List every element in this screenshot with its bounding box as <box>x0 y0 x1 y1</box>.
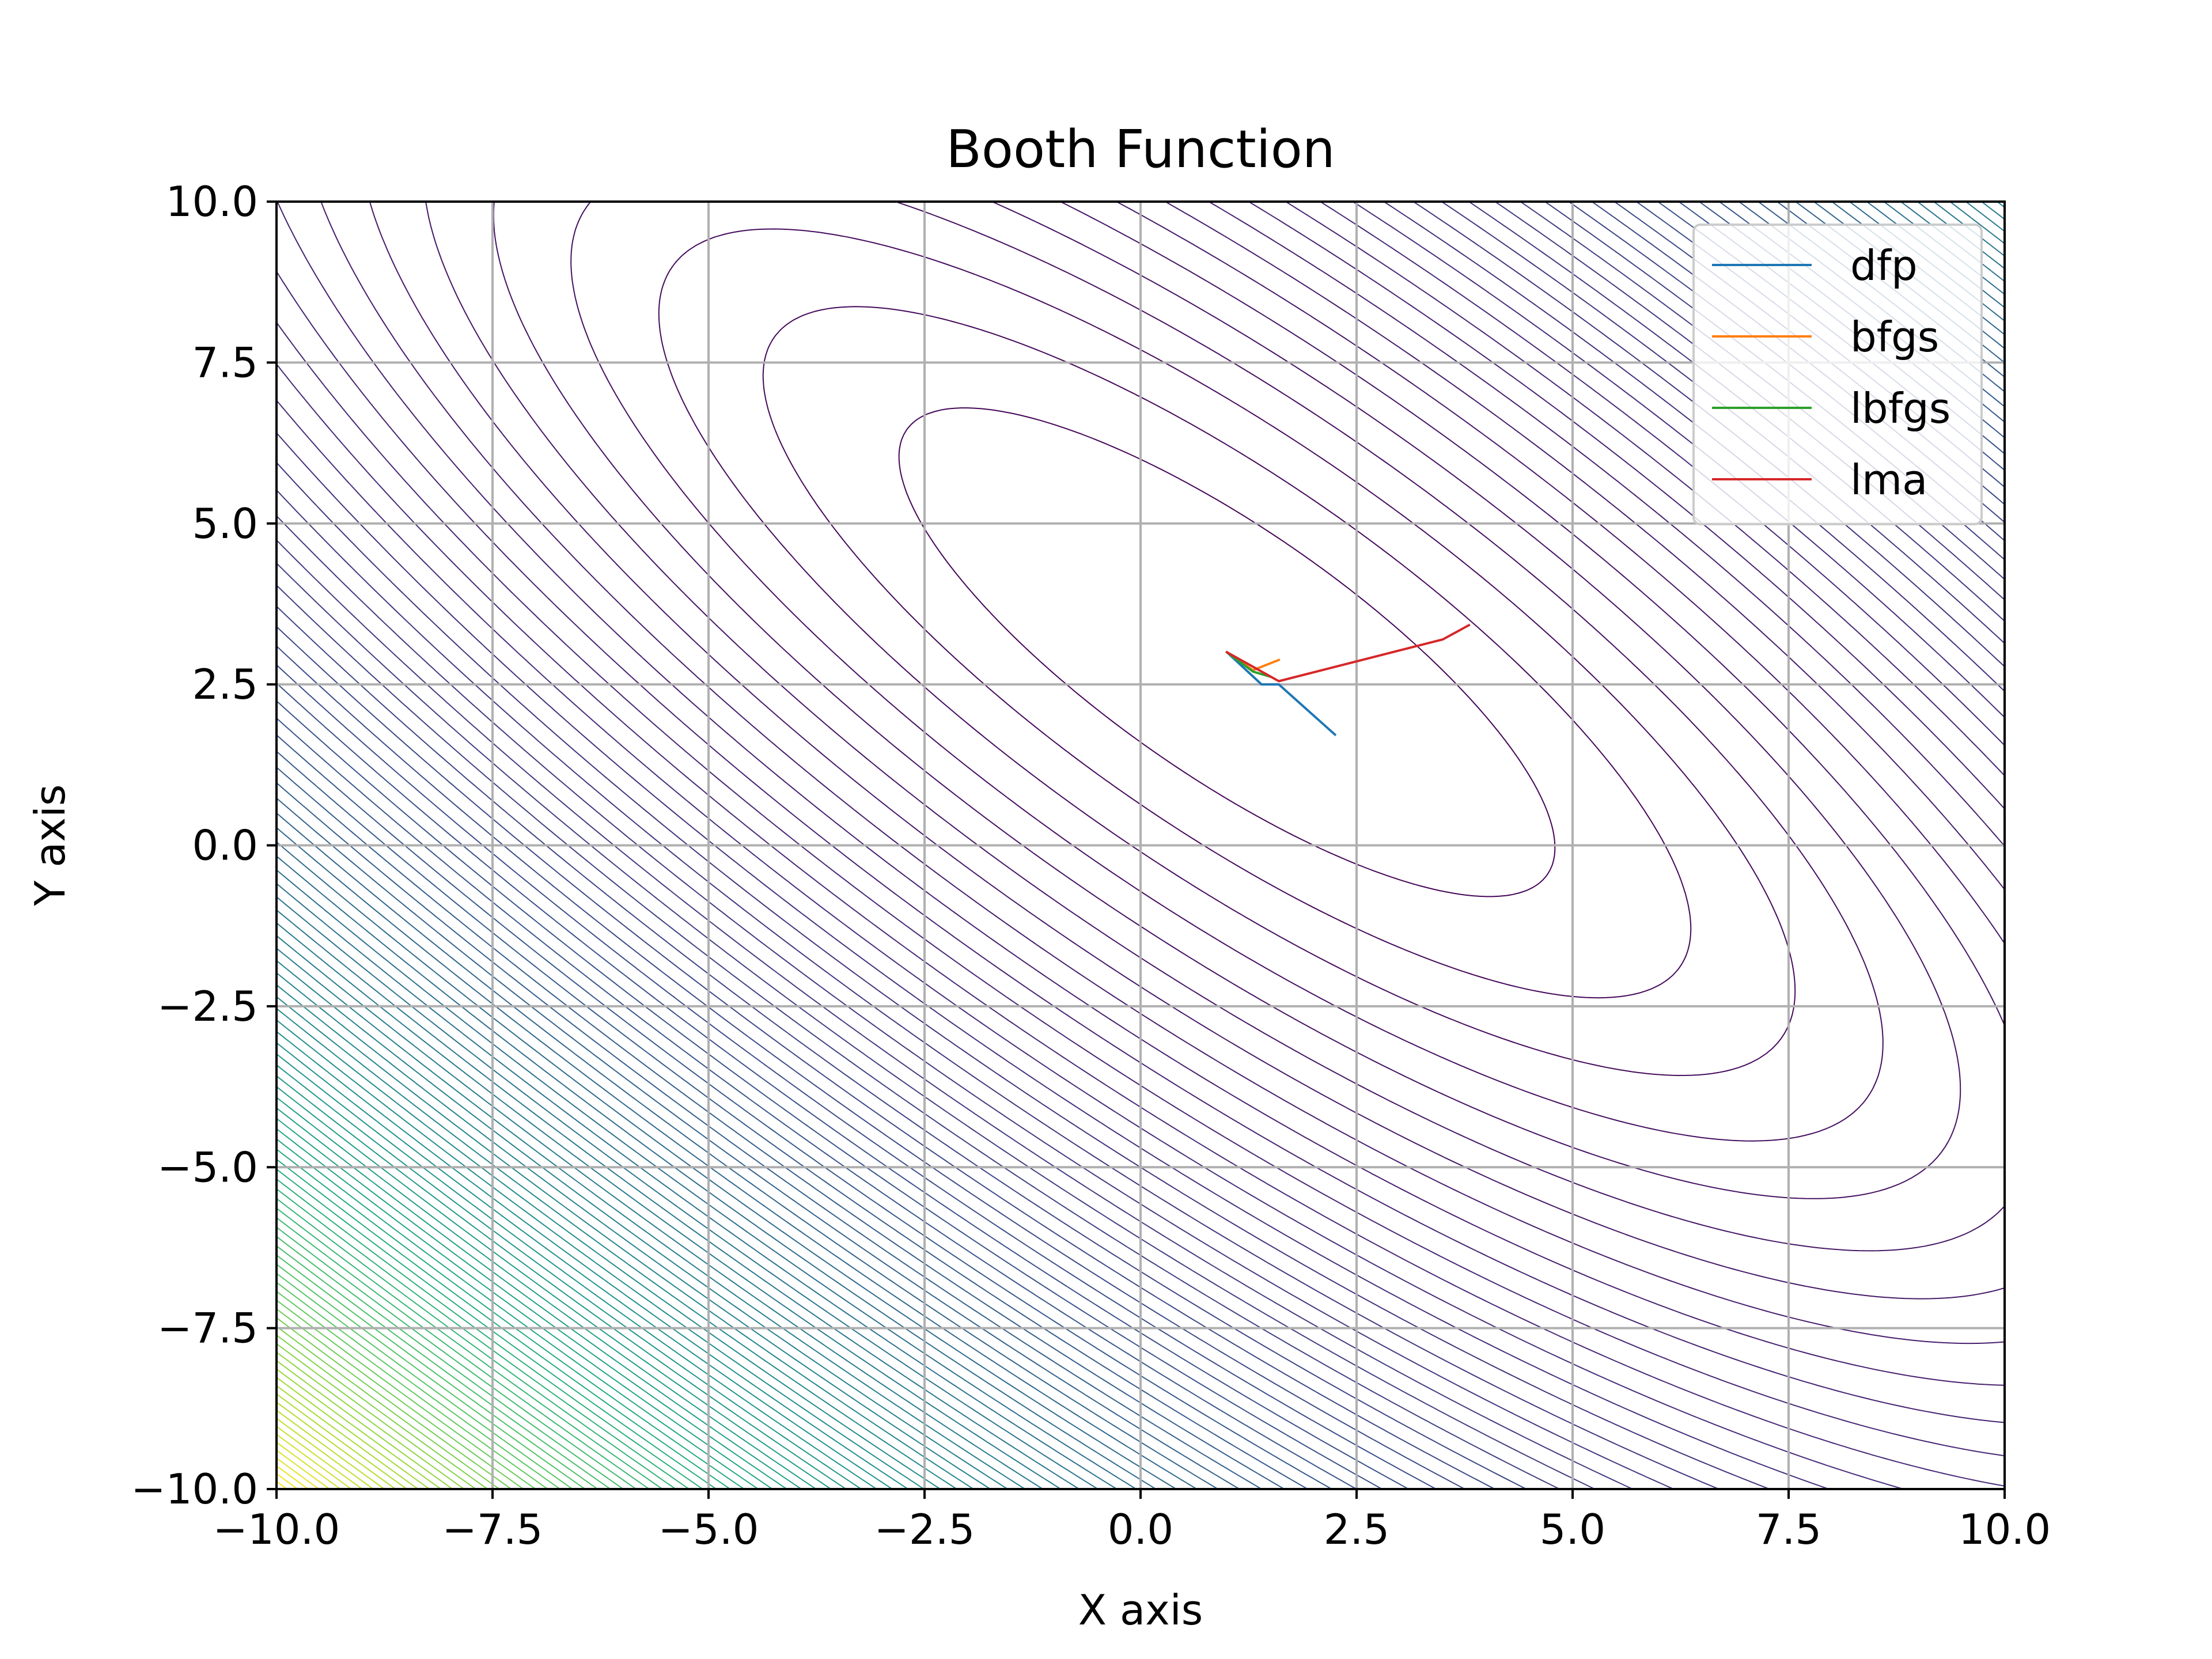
contour-line <box>276 1290 548 1489</box>
y-tick-label: −7.5 <box>157 1304 258 1353</box>
y-tick-label: −10.0 <box>131 1465 258 1513</box>
contour-line <box>276 202 2005 1489</box>
contour-line <box>276 1442 341 1489</box>
contour-line <box>276 1426 363 1489</box>
contour-line <box>276 972 991 1489</box>
contour-line <box>276 1410 385 1489</box>
contour-line <box>276 1402 396 1489</box>
x-tick-label: −2.5 <box>874 1505 975 1554</box>
x-tick-label: 7.5 <box>1756 1505 1822 1554</box>
contour-line <box>276 1317 512 1489</box>
contour-line <box>276 1042 893 1489</box>
legend-label-bfgs: bfgs <box>1850 313 1939 361</box>
contour-line <box>276 1168 717 1489</box>
x-tick-label: 0.0 <box>1108 1505 1174 1554</box>
contour-line <box>276 1343 476 1489</box>
contour-line <box>276 1149 745 1489</box>
contour-line <box>762 306 1692 999</box>
x-ticks: −10.0 −7.5 −5.0 −2.5 0.0 2.5 5.0 7.5 10.0 <box>213 1489 2051 1554</box>
contour-line <box>493 202 1961 1199</box>
contour-line <box>276 1031 909 1489</box>
series-line-lbfgs <box>1225 650 1272 679</box>
contour-line <box>276 1325 500 1489</box>
legend-box <box>1692 224 1983 525</box>
contour-line <box>276 1418 374 1489</box>
contour-line <box>276 202 2005 1489</box>
contour-line <box>276 1053 877 1489</box>
contour-line <box>276 202 2005 1489</box>
contour-line <box>276 1236 624 1489</box>
contour-line <box>570 202 1884 1142</box>
x-tick-label: 5.0 <box>1540 1505 1606 1554</box>
contour-line <box>276 1300 536 1489</box>
y-tick-label: −2.5 <box>157 982 258 1031</box>
contour-line <box>276 1393 407 1489</box>
legend-label-dfp: dfp <box>1850 241 1918 290</box>
y-tick-label: 0.0 <box>192 821 258 870</box>
contour-line <box>276 1086 832 1489</box>
contour-line <box>276 1368 441 1489</box>
series-line-lma <box>1225 623 1471 683</box>
contour-line <box>276 202 2005 1489</box>
series-layer <box>1225 623 1471 737</box>
contour-line <box>276 1107 802 1489</box>
contour-line <box>276 1351 465 1489</box>
contour-line <box>276 202 2005 1489</box>
contour-line <box>276 1065 862 1489</box>
contour-line <box>276 1226 637 1489</box>
y-tick-label: 5.0 <box>192 499 258 548</box>
contour-line <box>276 1188 690 1489</box>
y-tick-label: 7.5 <box>192 338 258 387</box>
contour-line <box>276 1360 453 1489</box>
contour-line <box>276 1245 611 1489</box>
contour-line <box>276 202 2005 1487</box>
contour-line <box>658 228 1796 1076</box>
contour-line <box>276 202 2005 1489</box>
contour-line <box>276 202 2005 1386</box>
contour-line <box>276 1465 309 1489</box>
x-tick-label: 10.0 <box>1959 1505 2051 1554</box>
contour-line <box>276 1377 430 1489</box>
contour-line <box>276 1020 925 1489</box>
contour-line <box>276 1255 599 1489</box>
contour-line <box>276 1097 817 1489</box>
contour-line <box>276 1138 759 1489</box>
chart-title: Booth Function <box>946 119 1335 180</box>
contour-line <box>276 1449 330 1489</box>
contour-line <box>276 1334 488 1489</box>
legend-label-lbfgs: lbfgs <box>1850 384 1950 433</box>
contour-line <box>276 1217 650 1489</box>
contour-line <box>898 407 1556 897</box>
series-line-dfp <box>1225 650 1337 737</box>
contour-line <box>276 1128 773 1489</box>
contour-line <box>276 1272 573 1489</box>
contour-line <box>276 1158 731 1489</box>
y-tick-label: 10.0 <box>166 177 258 226</box>
x-tick-label: −7.5 <box>442 1505 543 1554</box>
contour-line <box>276 202 2005 1423</box>
y-tick-label: 2.5 <box>192 660 258 709</box>
x-tick-label: −5.0 <box>658 1505 759 1554</box>
legend-label-lma: lma <box>1850 456 1927 504</box>
x-tick-label: 2.5 <box>1324 1505 1390 1554</box>
x-tick-label: −10.0 <box>213 1505 340 1554</box>
y-axis-label: Y axis <box>26 784 74 906</box>
contour-line <box>369 202 2005 1300</box>
legend: dfp bfgs lbfgs lma <box>1692 224 1983 525</box>
y-ticks: −10.0 −7.5 −5.0 −2.5 0.0 2.5 5.0 7.5 10.0 <box>131 177 276 1513</box>
x-axis-label: X axis <box>1078 1586 1203 1634</box>
contour-line <box>276 202 2005 1457</box>
contour-line <box>276 1198 676 1489</box>
contour-line <box>276 984 974 1489</box>
y-tick-label: −5.0 <box>157 1143 258 1191</box>
contour-line <box>276 1263 586 1489</box>
contour-line <box>276 1385 419 1489</box>
contour-line <box>276 202 2005 1489</box>
contour-line <box>276 1179 703 1489</box>
contour-line <box>276 1434 352 1489</box>
contour-line <box>276 202 2005 1489</box>
